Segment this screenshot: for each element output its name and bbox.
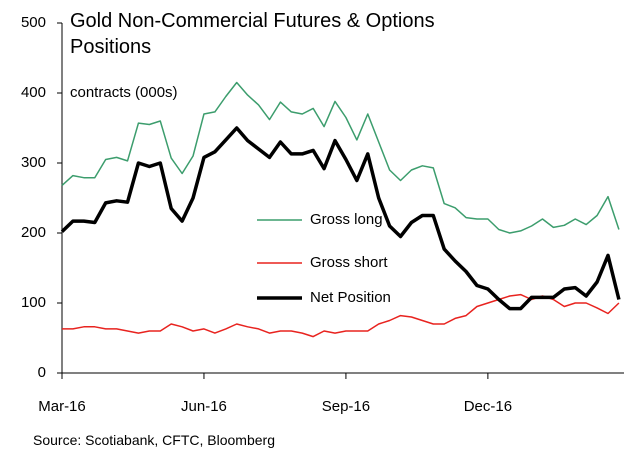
legend-label: Net Position [310,289,391,306]
chart-subtitle: contracts (000s) [70,84,178,101]
chart-title: Gold Non-Commercial Futures & Options Po… [70,10,435,58]
y-tick-label: 500 [21,14,46,31]
y-tick-label: 100 [21,294,46,311]
series-line [62,293,620,338]
y-tick-label: 0 [38,364,46,381]
y-tick-label: 300 [21,154,46,171]
series-line [60,126,621,311]
series-line [61,81,620,234]
x-tick-label: Jun-16 [181,398,227,415]
x-tick-label: Dec-16 [464,398,512,415]
x-tick-label: Sep-16 [322,398,370,415]
y-tick-label: 400 [21,84,46,101]
source-note: Source: Scotiabank, CFTC, Bloomberg [33,432,275,448]
y-tick-label: 200 [21,224,46,241]
x-tick-label: Mar-16 [38,398,86,415]
legend-label: Gross short [310,254,388,271]
legend-label: Gross long [310,211,383,228]
